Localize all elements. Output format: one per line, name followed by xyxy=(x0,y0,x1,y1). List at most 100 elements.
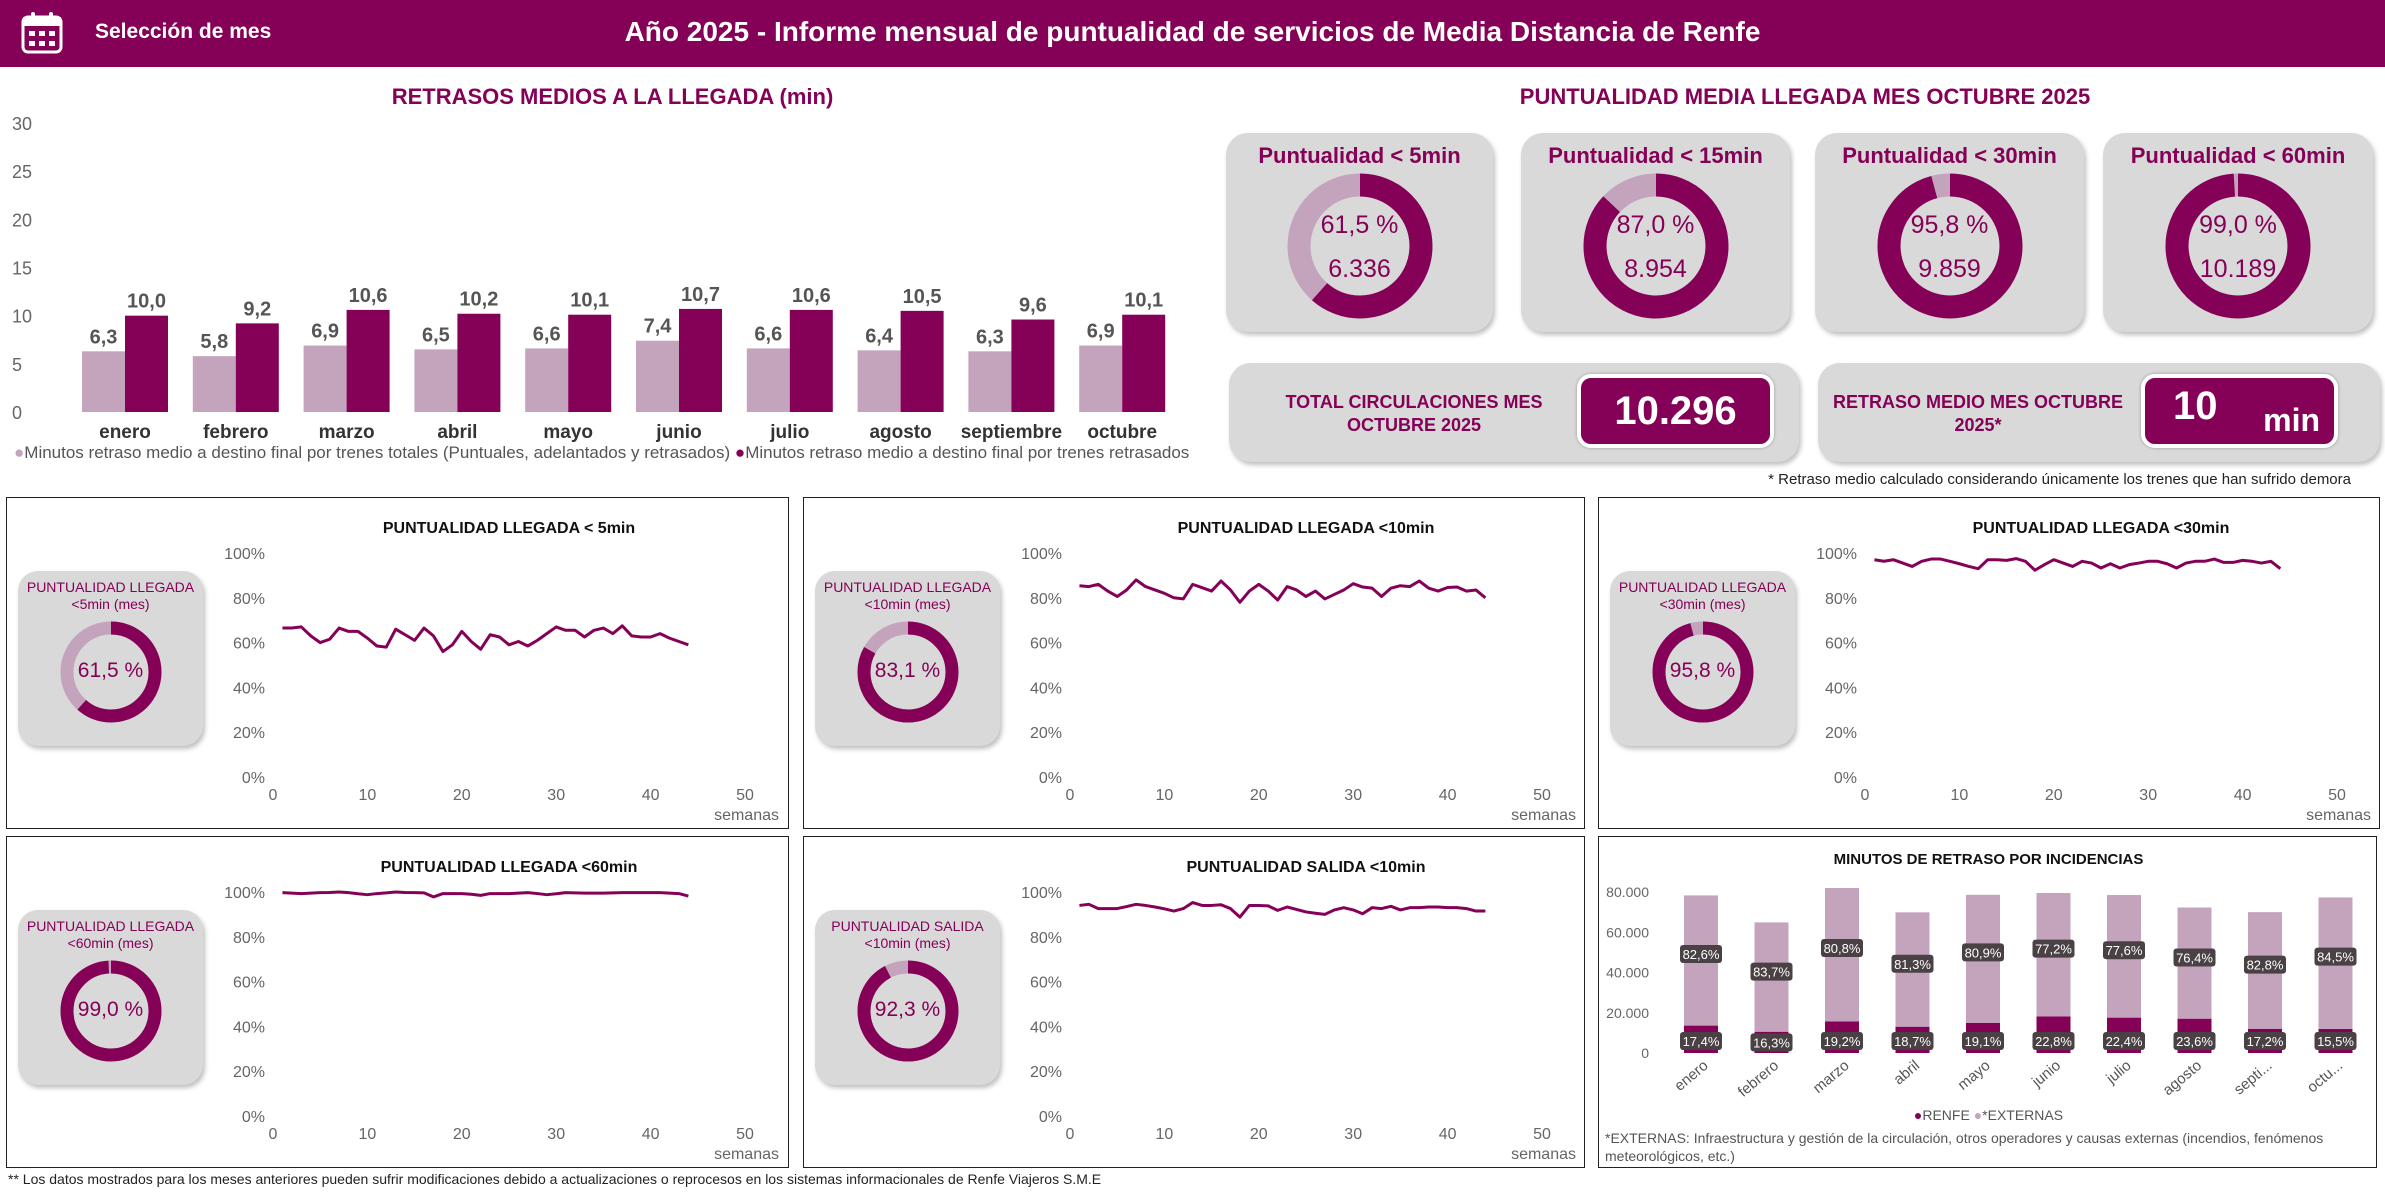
punctuality-card-3: Puntualidad < 60min 99,0 % 10.189 xyxy=(2103,133,2373,332)
x-tick-label: 40 xyxy=(642,787,660,804)
punctuality-line-panel-1: PUNTUALIDAD LLEGADA <10min 0% 20% 40% 60% 80… xyxy=(803,497,1585,829)
y-tick-label: 0 xyxy=(12,403,22,423)
delay-footnote: * Retraso medio calculado considerando ú… xyxy=(1768,471,2351,488)
punctuality-card-title: Puntualidad < 60min xyxy=(2130,143,2346,168)
x-axis-label: semanas xyxy=(714,1146,779,1163)
bar-marzo-1 xyxy=(346,309,390,412)
x-tick-label: 0 xyxy=(1861,787,1870,804)
y-tick-label: 80.000 xyxy=(1606,884,1649,900)
y-tick-label: 100% xyxy=(224,546,265,563)
legend-item: Minutos retraso medio a destino final po… xyxy=(745,443,1190,462)
bar-septiembre-0 xyxy=(968,351,1012,412)
y-tick-label: 80% xyxy=(233,930,265,947)
pct-label-box xyxy=(2173,1032,2216,1050)
y-tick-label: 40% xyxy=(1825,680,1857,697)
monthly-punctuality-card: PUNTUALIDAD LLEGADA <30min (mes) 95,8 % xyxy=(1610,571,1795,746)
punctuality-donut-arc xyxy=(1287,173,1432,319)
calendar-icon[interactable] xyxy=(20,11,64,55)
monthly-card-title: PUNTUALIDAD LLEGADA <5min (mes) xyxy=(26,579,195,612)
monthly-pct: 99,0 % xyxy=(77,998,144,1021)
x-tick-label: 20 xyxy=(1250,787,1268,804)
x-tick-label: 50 xyxy=(2328,787,2346,804)
weekly-line-chart: 0% 20% 40% 60% 80% 100% 0 10 20 30 40 50 semanas xyxy=(224,546,779,824)
total-circulations-card: TOTAL CIRCULACIONES MES OCTUBRE 2025 10.… xyxy=(1229,363,1799,462)
x-tick-label: 0 xyxy=(1066,787,1075,804)
x-tick-label: 10 xyxy=(1156,1126,1174,1143)
y-tick-label: 60% xyxy=(1030,975,1062,992)
pct-label-box xyxy=(1821,938,1863,957)
bar-value-label: 10,1 xyxy=(1124,290,1163,312)
pct-label-box xyxy=(1891,954,1934,973)
monthly-donut xyxy=(857,621,958,723)
bar-value-label: 10,5 xyxy=(903,286,942,308)
bar-enero-0 xyxy=(82,351,125,412)
pct-label-box xyxy=(1962,943,2004,962)
legend-dot-icon: ● xyxy=(734,443,746,462)
punctuality-donut-arc xyxy=(2165,173,2311,319)
y-tick-label: 60% xyxy=(233,975,265,992)
weekly-punctuality-line xyxy=(282,890,689,899)
x-tick-label: 40 xyxy=(1439,1126,1457,1143)
bar-agosto-0 xyxy=(857,350,901,412)
incidents-stacked-chart: 0 20.000 40.000 60.000 80.000 17,4% 82,6% enero… xyxy=(1606,884,2357,1101)
category-label: octubre xyxy=(1087,422,1157,443)
x-axis-label: semanas xyxy=(2306,807,2371,824)
monthly-donut xyxy=(1652,621,1753,723)
punctuality-donut xyxy=(1287,173,1432,319)
x-tick-label: 40 xyxy=(1439,787,1457,804)
pct-label: 15,5% xyxy=(2317,1034,2354,1049)
x-tick-label: 30 xyxy=(547,787,565,804)
legend-item: RENFE xyxy=(1922,1107,1970,1123)
category-label: marzo xyxy=(319,422,375,443)
pct-label: 19,1% xyxy=(1965,1034,2002,1049)
pct-label-box xyxy=(1962,1032,2004,1050)
weekly-punctuality-line xyxy=(1874,557,2282,572)
y-tick-label: 20% xyxy=(233,725,265,742)
monthly-donut-wrap: 92,3 % xyxy=(853,956,963,1066)
pct-label: 17,4% xyxy=(1683,1034,1720,1049)
x-axis-label: semanas xyxy=(1511,807,1576,824)
pct-label-box xyxy=(2314,947,2357,966)
punctuality-pct: 99,0 % xyxy=(2199,211,2277,239)
average-delay-box: 10 min xyxy=(2141,374,2338,448)
bar-agosto-1 xyxy=(900,310,944,412)
bar-value-label: 9,6 xyxy=(1019,295,1047,317)
category-label: septi... xyxy=(2231,1057,2276,1098)
weekly-line-chart: 0% 20% 40% 60% 80% 100% 0 10 20 30 40 50 semanas xyxy=(224,885,779,1163)
header-bar: Selección de mes Año 2025 - Informe mens… xyxy=(0,0,2385,67)
x-tick-label: 0 xyxy=(269,787,278,804)
monthly-punctuality-card: PUNTUALIDAD LLEGADA <5min (mes) 61,5 % xyxy=(18,571,203,746)
y-tick-label: 100% xyxy=(224,885,265,902)
bar-junio-0 xyxy=(636,340,679,412)
month-selector-button[interactable]: Selección de mes xyxy=(95,20,272,43)
pct-label: 77,2% xyxy=(2035,942,2072,957)
y-tick-label: 20% xyxy=(1825,725,1857,742)
monthly-punctuality-card: PUNTUALIDAD SALIDA <10min (mes) 92,3 % xyxy=(815,910,1000,1085)
average-delay-value: 10 xyxy=(2173,384,2218,428)
category-label: febrero xyxy=(203,422,268,443)
category-label: junio xyxy=(655,422,701,443)
monthly-donut-arc xyxy=(60,621,161,723)
y-tick-label: 15 xyxy=(12,259,32,279)
bar-value-label: 6,9 xyxy=(311,321,339,343)
category-label: agosto xyxy=(869,422,931,443)
monthly-donut xyxy=(60,960,161,1062)
punctuality-pct: 87,0 % xyxy=(1616,211,1695,239)
y-tick-label: 20% xyxy=(1030,1064,1062,1081)
y-tick-label: 40.000 xyxy=(1606,965,1649,981)
category-label: mayo xyxy=(1955,1057,1994,1094)
monthly-donut-arc xyxy=(60,960,161,1062)
monthly-donut-wrap: 61,5 % xyxy=(56,617,166,727)
pct-label-box xyxy=(2314,1032,2357,1050)
x-tick-label: 10 xyxy=(1951,787,1969,804)
total-circulations-label: TOTAL CIRCULACIONES MES OCTUBRE 2025 xyxy=(1285,392,1543,435)
y-tick-label: 20% xyxy=(233,1064,265,1081)
monthly-pct: 83,1 % xyxy=(874,659,941,682)
line-chart-title: PUNTUALIDAD LLEGADA <10min xyxy=(1177,520,1435,537)
line-chart-title: PUNTUALIDAD LLEGADA <60min xyxy=(380,859,638,876)
y-tick-label: 0% xyxy=(242,770,265,787)
x-tick-label: 20 xyxy=(1250,1126,1268,1143)
bar-value-label: 6,5 xyxy=(422,324,450,346)
pct-label: 77,6% xyxy=(2106,943,2143,958)
x-tick-label: 0 xyxy=(1066,1126,1075,1143)
